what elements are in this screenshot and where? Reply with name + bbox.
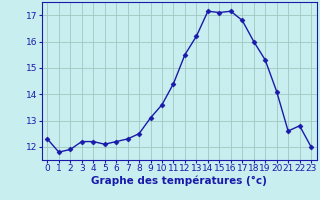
X-axis label: Graphe des températures (°c): Graphe des températures (°c) [91,176,267,186]
